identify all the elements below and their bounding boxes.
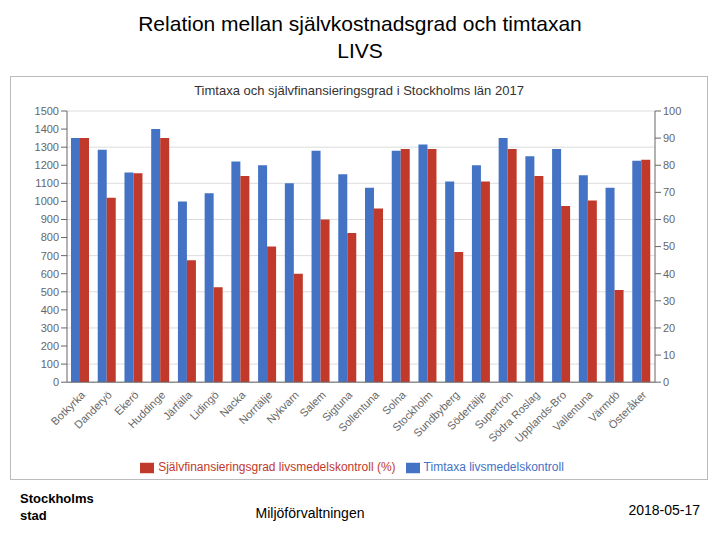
svg-text:40: 40 (663, 268, 675, 280)
svg-text:500: 500 (41, 286, 59, 298)
svg-text:70: 70 (663, 186, 675, 198)
svg-text:20: 20 (663, 322, 675, 334)
svg-text:Salem: Salem (297, 388, 328, 420)
svg-text:1100: 1100 (35, 177, 59, 189)
svg-text:90: 90 (663, 132, 675, 144)
svg-text:Ekerö: Ekerö (111, 388, 141, 418)
svg-text:Sundbyberg: Sundbyberg (411, 388, 462, 440)
svg-text:400: 400 (41, 304, 59, 316)
html-text:Miljöförvaltningen: Miljöförvaltningen (255, 505, 365, 521)
svg-text:Nykvarn: Nykvarn (264, 389, 301, 426)
svg-text:30: 30 (663, 295, 675, 307)
svg-text:60: 60 (663, 213, 675, 225)
svg-text:Vallentuna: Vallentuna (550, 388, 595, 433)
svg-text:Södertälje: Södertälje (444, 388, 489, 433)
svg-text:1500: 1500 (35, 105, 59, 117)
svg-text:800: 800 (41, 231, 59, 243)
svg-text:Österåker: Österåker (606, 388, 649, 431)
svg-text:Värmdö: Värmdö (586, 388, 622, 425)
svg-text:Supertrön: Supertrön (472, 388, 515, 432)
html-text:LIVS: LIVS (337, 39, 383, 62)
svg-text:1200: 1200 (35, 159, 59, 171)
svg-text:300: 300 (41, 322, 59, 334)
svg-text:Huddinge: Huddinge (126, 389, 168, 431)
svg-text:0: 0 (663, 376, 669, 388)
html-text:Relation mellan självkostnadsg: Relation mellan självkostnadsgrad och ti… (138, 12, 582, 35)
svg-text:Nacka: Nacka (217, 388, 248, 420)
svg-text:1300: 1300 (35, 141, 59, 153)
html-text:Självfinansieringsgrad livsmed: Självfinansieringsgrad livsmedelskontrol… (158, 460, 396, 475)
svg-text:0: 0 (53, 376, 59, 388)
svg-text:600: 600 (41, 268, 59, 280)
svg-text:100: 100 (41, 358, 59, 370)
svg-text:Lidingö: Lidingö (187, 389, 221, 423)
svg-text:Sollentuna: Sollentuna (336, 388, 382, 434)
svg-text:Järfälla: Järfälla (160, 388, 195, 423)
html-text:2018-05-17: 2018-05-17 (628, 502, 700, 518)
svg-text:Upplands-Bro: Upplands-Bro (512, 388, 569, 445)
svg-text:Solna: Solna (379, 388, 408, 417)
svg-text:900: 900 (41, 213, 59, 225)
svg-text:Sigtuna: Sigtuna (319, 388, 355, 424)
svg-text:1400: 1400 (35, 123, 59, 135)
svg-text:80: 80 (663, 159, 675, 171)
html-text:Timtaxa livsmedelskontroll: Timtaxa livsmedelskontroll (423, 460, 564, 475)
svg-text:10: 10 (663, 349, 675, 361)
svg-text:100: 100 (663, 105, 681, 117)
svg-text:Danderyö: Danderyö (72, 389, 114, 431)
svg-text:Södra Roslag: Södra Roslag (486, 388, 542, 445)
html-text:Stockholms: Stockholms (20, 491, 94, 506)
svg-text:50: 50 (663, 240, 675, 252)
svg-text:Stockholm: Stockholm (390, 388, 435, 434)
html-text:Timtaxa och självfinansierings: Timtaxa och självfinansieringsgrad i Sto… (194, 83, 524, 98)
html-text:stad: stad (20, 508, 47, 523)
svg-text:Botkyrka: Botkyrka (48, 388, 88, 428)
svg-text:1000: 1000 (35, 195, 59, 207)
svg-text:700: 700 (41, 250, 59, 262)
svg-text:200: 200 (41, 340, 59, 352)
svg-text:Norrtälje: Norrtälje (236, 388, 275, 427)
